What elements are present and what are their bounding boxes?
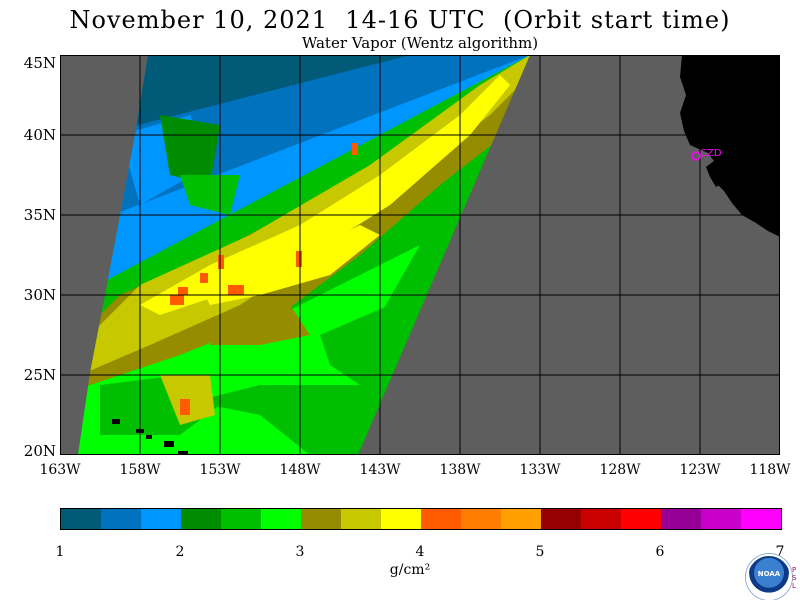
lon-label-158w: 158W xyxy=(119,462,161,478)
lon-label-123w: 123W xyxy=(679,462,721,478)
colorbar-swatch xyxy=(541,509,581,529)
colorbar-swatch xyxy=(341,509,381,529)
lon-label-163w: 163W xyxy=(39,462,81,478)
colorbar-swatch xyxy=(381,509,421,529)
colorbar-swatch xyxy=(461,509,501,529)
map-subtitle: Water Vapor (Wentz algorithm) xyxy=(301,34,539,52)
lon-label-133w: 133W xyxy=(519,462,561,478)
lat-label-25n: 25N xyxy=(23,366,56,384)
colorbar-swatch xyxy=(261,509,301,529)
colorbar-tick-4: 4 xyxy=(415,544,425,560)
lat-label-35n: 35N xyxy=(23,206,56,224)
colorbar-swatch xyxy=(621,509,661,529)
lat-label-20n: 20N xyxy=(23,442,56,460)
lat-label-40n: 40N xyxy=(23,126,56,144)
colorbar-swatch xyxy=(741,509,781,529)
water-vapor-map: CZD xyxy=(60,55,780,455)
lon-label-118w: 118W xyxy=(749,462,791,478)
station-marker xyxy=(691,151,701,161)
colorbar-swatch xyxy=(101,509,141,529)
colorbar-tick-3: 3 xyxy=(295,544,305,560)
colorbar-units: g/cm² xyxy=(389,562,431,578)
colorbar-tick-2: 2 xyxy=(175,544,185,560)
noaa-logo: NOAA xyxy=(746,554,792,600)
noaa-logo-text: NOAA xyxy=(757,570,781,578)
colorbar-swatch xyxy=(421,509,461,529)
lon-label-148w: 148W xyxy=(279,462,321,478)
lon-label-128w: 128W xyxy=(599,462,641,478)
colorbar-tick-7: 7 xyxy=(775,544,785,560)
colorbar-swatch xyxy=(301,509,341,529)
water-vapor-swath xyxy=(78,55,530,455)
colorbar-swatch xyxy=(221,509,261,529)
station-label: CZD xyxy=(700,148,722,159)
colorbar xyxy=(60,508,782,530)
map-title: November 10, 2021 14-16 UTC (Orbit start… xyxy=(69,6,731,34)
lat-label-30n: 30N xyxy=(23,286,56,304)
lat-label-45n: 45N xyxy=(23,54,56,72)
colorbar-swatch xyxy=(181,509,221,529)
colorbar-swatch xyxy=(701,509,741,529)
lon-label-143w: 143W xyxy=(359,462,401,478)
lon-label-153w: 153W xyxy=(199,462,241,478)
colorbar-tick-5: 5 xyxy=(535,544,545,560)
colorbar-swatch xyxy=(581,509,621,529)
colorbar-swatch xyxy=(61,509,101,529)
colorbar-swatch xyxy=(141,509,181,529)
map-canvas: CZD xyxy=(60,55,780,455)
land-california xyxy=(680,55,780,237)
lon-label-138w: 138W xyxy=(439,462,481,478)
colorbar-tick-6: 6 xyxy=(655,544,665,560)
map-frame xyxy=(60,55,780,455)
colorbar-swatch xyxy=(661,509,701,529)
colorbar-tick-1: 1 xyxy=(55,544,65,560)
colorbar-swatch xyxy=(501,509,541,529)
land-bay-area xyxy=(710,177,722,187)
